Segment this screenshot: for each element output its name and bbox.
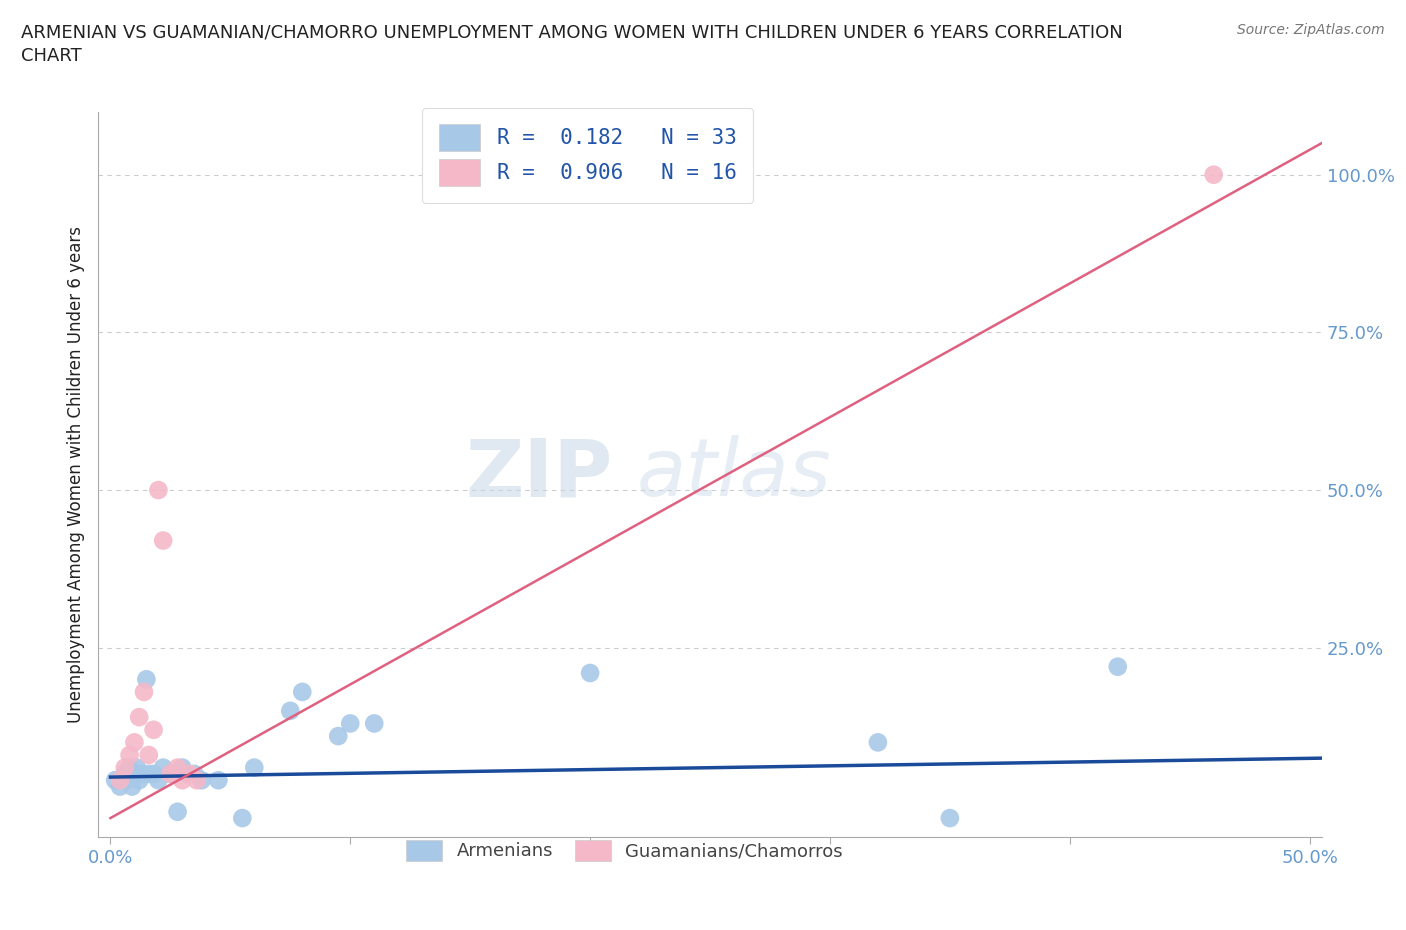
Point (124, 766, 146, 781)
Point (131, 766, 153, 781)
Point (142, 766, 165, 781)
Point (291, 684, 314, 699)
Point (152, 760, 174, 775)
Point (183, 766, 205, 781)
Point (939, 811, 962, 826)
Point (278, 703, 301, 718)
Point (328, 728, 350, 743)
Point (108, 779, 131, 794)
Point (186, 773, 208, 788)
Text: Source: ZipAtlas.com: Source: ZipAtlas.com (1237, 23, 1385, 37)
Point (121, 779, 143, 794)
Point (159, 766, 181, 781)
Point (148, 773, 170, 788)
Point (166, 760, 188, 775)
Text: ZIP: ZIP (465, 435, 612, 513)
Point (128, 773, 150, 788)
Point (176, 766, 198, 781)
Point (114, 766, 136, 781)
Point (243, 760, 266, 775)
Point (148, 483, 170, 498)
Point (172, 773, 194, 788)
Point (166, 804, 188, 819)
Point (118, 760, 141, 775)
Point (579, 666, 602, 681)
Point (135, 671, 157, 686)
Point (125, 760, 148, 775)
Point (128, 710, 150, 724)
Point (179, 766, 201, 781)
Text: ARMENIAN VS GUAMANIAN/CHAMORRO UNEMPLOYMENT AMONG WOMEN WITH CHILDREN UNDER 6 YE: ARMENIAN VS GUAMANIAN/CHAMORRO UNEMPLOYM… (21, 23, 1123, 65)
Point (118, 748, 141, 763)
Legend: Armenians, Guamanians/Chamorros: Armenians, Guamanians/Chamorros (395, 829, 853, 871)
Point (142, 723, 165, 737)
Point (339, 716, 361, 731)
Text: atlas: atlas (637, 435, 831, 513)
Point (190, 773, 212, 788)
Point (866, 735, 889, 750)
Point (115, 773, 138, 788)
Point (104, 773, 127, 788)
Point (159, 766, 181, 781)
Point (138, 748, 160, 763)
Point (138, 766, 160, 781)
Y-axis label: Unemployment Among Women with Children Under 6 years: Unemployment Among Women with Children U… (66, 226, 84, 723)
Point (1202, 167, 1225, 182)
Point (1107, 659, 1129, 674)
Point (152, 533, 174, 548)
Point (114, 760, 136, 775)
Point (172, 760, 194, 775)
Point (124, 735, 146, 750)
Point (132, 684, 155, 699)
Point (363, 716, 385, 731)
Point (108, 773, 131, 788)
Point (231, 811, 253, 826)
Point (207, 773, 229, 788)
